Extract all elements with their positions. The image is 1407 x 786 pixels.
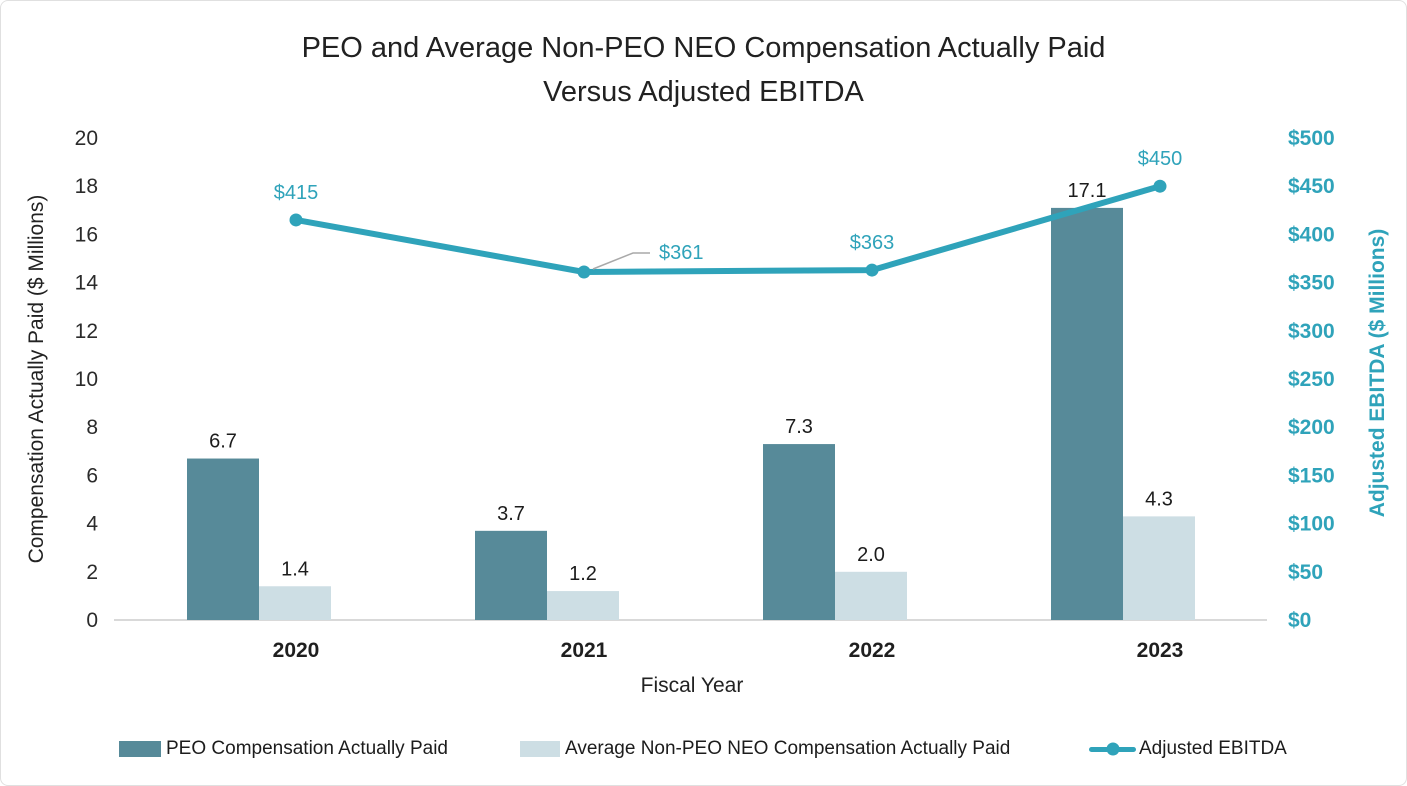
legend-label-peo: PEO Compensation Actually Paid xyxy=(166,738,448,759)
ebitda-point-label: $450 xyxy=(1138,148,1183,170)
bar-value-label: 1.4 xyxy=(281,558,309,580)
bar xyxy=(475,530,547,620)
right-axis-tick: $450 xyxy=(1288,175,1335,198)
legend-label-non-peo: Average Non-PEO NEO Compensation Actuall… xyxy=(565,738,1011,759)
ebitda-marker xyxy=(865,263,879,277)
bar xyxy=(835,571,907,620)
right-axis-tick: $500 xyxy=(1288,127,1335,150)
label-leader-line xyxy=(592,252,650,270)
right-axis-tick: $250 xyxy=(1288,368,1335,391)
bar-value-label: 1.2 xyxy=(569,563,597,585)
right-axis-tick: $100 xyxy=(1288,513,1335,536)
bar xyxy=(259,586,331,620)
ebitda-marker-icon xyxy=(1106,742,1119,756)
ebitda-point-label: $361 xyxy=(659,242,704,264)
ebitda-marker xyxy=(1153,179,1167,193)
left-axis-tick: 4 xyxy=(86,513,98,536)
right-axis-tick: $200 xyxy=(1288,416,1335,439)
chart-legend: PEO Compensation Actually Paid Average N… xyxy=(1,738,1406,762)
x-category-label: 2020 xyxy=(273,639,320,662)
left-axis-title: Compensation Actually Paid ($ Millions) xyxy=(25,194,48,564)
bar-value-label: 17.1 xyxy=(1068,180,1107,202)
legend-item-ebitda: Adjusted EBITDA xyxy=(1089,738,1287,760)
left-axis-tick: 16 xyxy=(75,223,98,246)
bar xyxy=(1123,516,1195,620)
right-axis-tick: $50 xyxy=(1288,561,1323,584)
bar-value-label: 2.0 xyxy=(857,544,885,566)
left-axis-tick: 14 xyxy=(75,272,99,295)
legend-item-peo: PEO Compensation Actually Paid xyxy=(119,738,448,760)
bar xyxy=(763,444,835,620)
left-axis-tick: 2 xyxy=(86,561,98,584)
right-axis-tick: $150 xyxy=(1288,464,1335,487)
ebitda-line-swatch-icon xyxy=(1089,742,1136,756)
left-axis-tick: 18 xyxy=(75,175,98,198)
left-axis-tick: 20 xyxy=(75,127,98,150)
bar xyxy=(187,458,259,620)
left-axis-tick: 8 xyxy=(86,416,98,439)
ebitda-marker xyxy=(577,265,591,279)
right-axis-tick: $350 xyxy=(1288,272,1335,295)
left-axis-tick: 0 xyxy=(86,609,98,632)
left-axis-tick: 10 xyxy=(75,368,98,391)
x-category-label: 2023 xyxy=(1137,639,1184,662)
non-peo-bar-swatch-icon xyxy=(520,741,560,757)
right-axis-tick: $300 xyxy=(1288,320,1335,343)
ebitda-line xyxy=(293,183,1163,275)
chart-title-line1: PEO and Average Non-PEO NEO Compensation… xyxy=(301,32,1106,64)
bar-value-label: 7.3 xyxy=(785,416,813,438)
right-axis-title: Adjusted EBITDA ($ Millions) xyxy=(1366,228,1389,518)
x-axis-title: Fiscal Year xyxy=(640,674,744,697)
ebitda-point-label: $363 xyxy=(850,232,895,254)
bar-value-label: 6.7 xyxy=(209,431,237,453)
left-axis-tick: 12 xyxy=(75,320,98,343)
x-category-label: 2021 xyxy=(561,639,608,662)
chart-title: PEO and Average Non-PEO NEO Compensation… xyxy=(1,26,1406,114)
bar-value-label: 3.7 xyxy=(497,503,525,525)
bar xyxy=(547,591,619,620)
peo-bar-swatch-icon xyxy=(119,741,161,757)
legend-label-ebitda: Adjusted EBITDA xyxy=(1139,738,1287,759)
right-axis-tick: $0 xyxy=(1288,609,1311,632)
bar xyxy=(1051,207,1123,620)
chart-title-line2: Versus Adjusted EBITDA xyxy=(543,76,864,108)
bar-value-label: 4.3 xyxy=(1145,488,1173,510)
ebitda-marker xyxy=(289,213,303,227)
left-axis-tick: 6 xyxy=(86,464,98,487)
x-category-label: 2022 xyxy=(849,639,896,662)
ebitda-point-label: $415 xyxy=(274,182,319,204)
legend-item-non-peo: Average Non-PEO NEO Compensation Actuall… xyxy=(520,738,1010,760)
right-axis-tick: $400 xyxy=(1288,223,1335,246)
